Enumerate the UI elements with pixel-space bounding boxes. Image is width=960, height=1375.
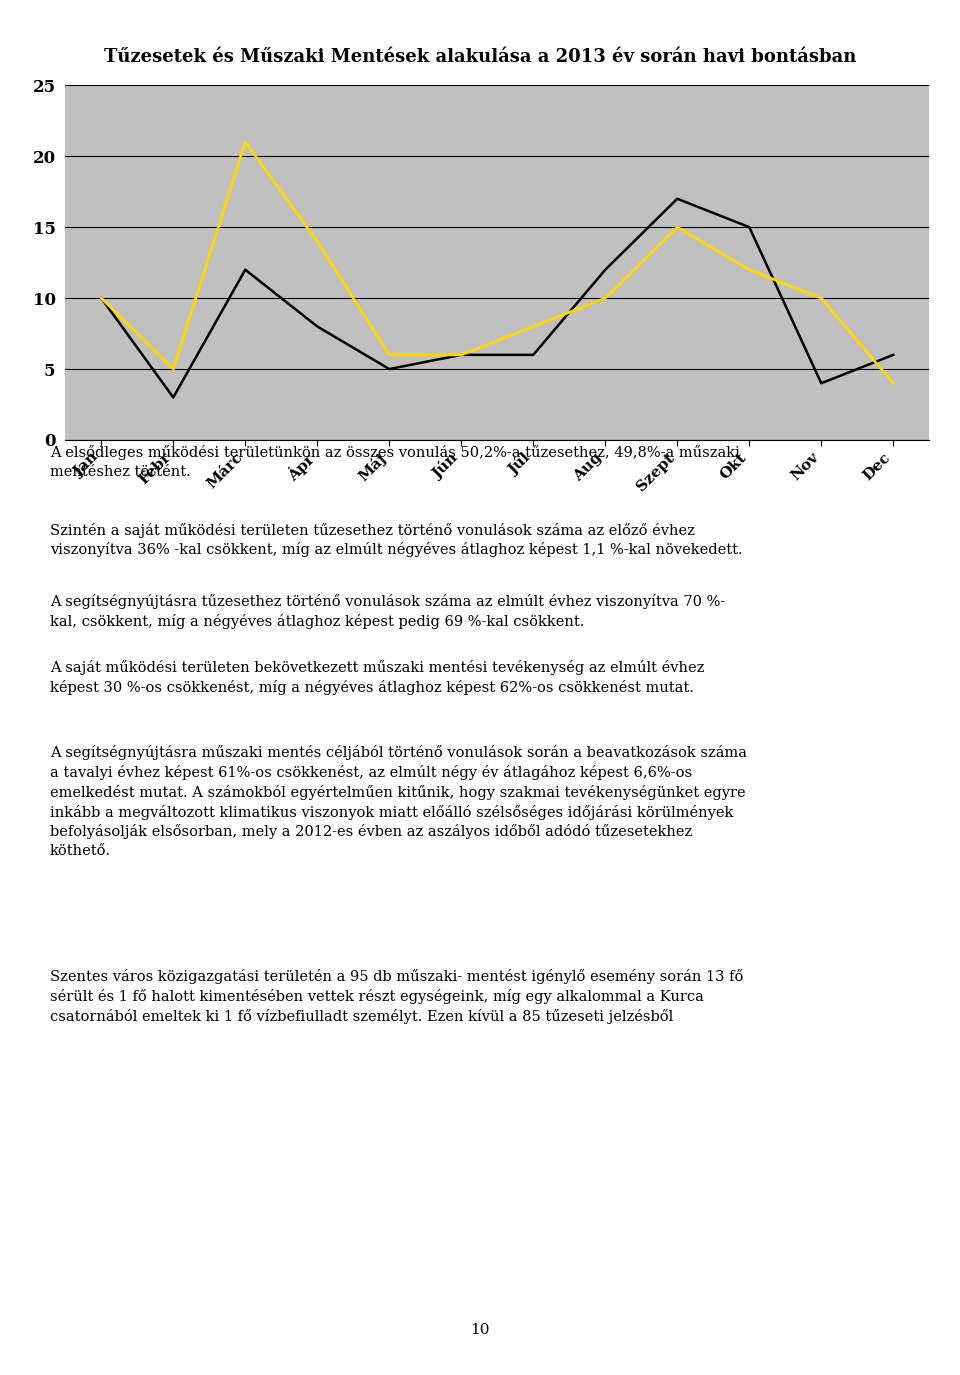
Text: A elsődleges működési területünkön az összes vonulás 50,2%-a tűzesethez, 49,8%-a: A elsődleges működési területünkön az ös… [50,446,740,478]
Text: A segítségnyújtásra tűzesethez történő vonulások száma az elmúlt évhez viszonyít: A segítségnyújtásra tűzesethez történő v… [50,594,725,628]
Text: A segítségnyújtásra műszaki mentés céljából történő vonulások során a beavatkozá: A segítségnyújtásra műszaki mentés céljá… [50,745,747,858]
Text: Tűzesetek és Műszaki Mentések alakulása a 2013 év során havi bontásban: Tűzesetek és Műszaki Mentések alakulása … [104,48,856,66]
Text: 10: 10 [470,1323,490,1336]
Text: Szintén a saját működési területen tűzesethez történő vonulások száma az előző é: Szintén a saját működési területen tűzes… [50,522,742,557]
Text: Szentes város közigazgatási területén a 95 db műszaki- mentést igénylő esemény s: Szentes város közigazgatási területén a … [50,969,743,1024]
Text: A saját működési területen bekövetkezett műszaki mentési tevékenység az elmúlt é: A saját működési területen bekövetkezett… [50,660,705,694]
